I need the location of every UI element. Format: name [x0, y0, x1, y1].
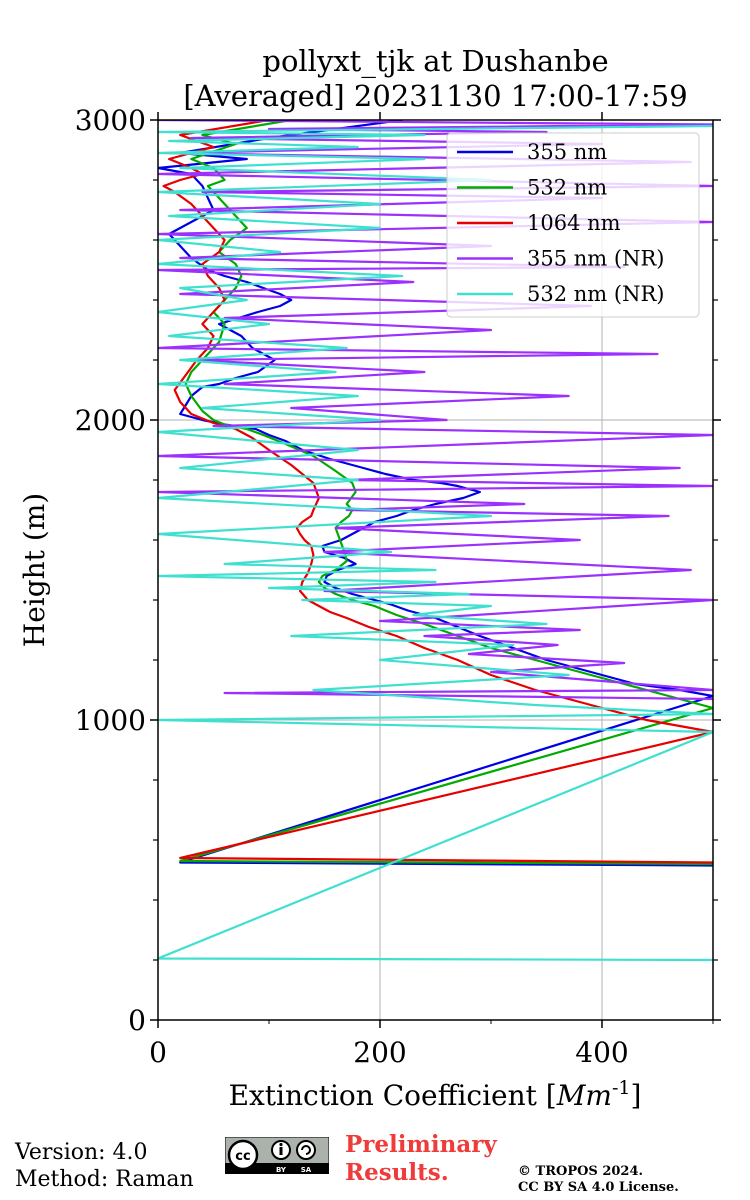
- svg-text:cc: cc: [235, 1149, 250, 1164]
- chart-title: pollyxt_tjk at Dushanbe: [262, 44, 609, 78]
- results-label: Results.: [345, 1159, 449, 1186]
- legend-label-355-nm: 355 nm: [527, 140, 607, 164]
- y-tick-label: 2000: [75, 404, 146, 437]
- legend-label-355-nm-nr: 355 nm (NR): [527, 247, 664, 271]
- y-axis-label: Height (m): [18, 493, 51, 647]
- plot-frame: [157, 119, 714, 1021]
- method-text: Method: Raman: [15, 1167, 194, 1192]
- x-axis-label: Extinction Coefficient [Mm-1]: [229, 1077, 642, 1112]
- series-line-355-nm-nr: [158, 120, 713, 701]
- y-tick-label: 0: [128, 1004, 146, 1037]
- copyright-text: © TROPOS 2024.: [518, 1164, 644, 1179]
- axis-ticks: 0 200 400 0 1000 2000 3000: [75, 104, 721, 1069]
- legend-label-1064-nm: 1064 nm: [527, 211, 621, 235]
- legend-label-532-nm: 532 nm: [527, 176, 607, 200]
- preliminary-label: Preliminary: [345, 1131, 497, 1158]
- legend-box: [446, 132, 700, 318]
- legend-label-532-nm-nr: 532 nm (NR): [527, 282, 664, 306]
- legend: 355 nm 532 nm 1064 nm 355 nm (NR) 532 nm (NR…: [446, 132, 700, 318]
- y-tick-label: 3000: [75, 104, 146, 137]
- cc-by-sa-badge: cc BY SA: [225, 1137, 329, 1174]
- license-text: CC BY SA 4.0 License.: [518, 1180, 679, 1195]
- svg-text:BY: BY: [276, 1166, 287, 1174]
- x-tick-label: 0: [149, 1036, 167, 1069]
- chart-subtitle: [Averaged] 20231130 17:00-17:59: [183, 79, 688, 113]
- x-tick-label: 200: [353, 1036, 406, 1069]
- y-tick-label: 1000: [75, 704, 146, 737]
- version-text: Version: 4.0: [15, 1140, 148, 1165]
- series-line-532-nm-nr: [158, 124, 713, 962]
- svg-text:SA: SA: [301, 1166, 312, 1174]
- series-lines: [158, 120, 713, 962]
- x-tick-label: 400: [575, 1036, 628, 1069]
- series-line-1064-nm: [162, 120, 713, 864]
